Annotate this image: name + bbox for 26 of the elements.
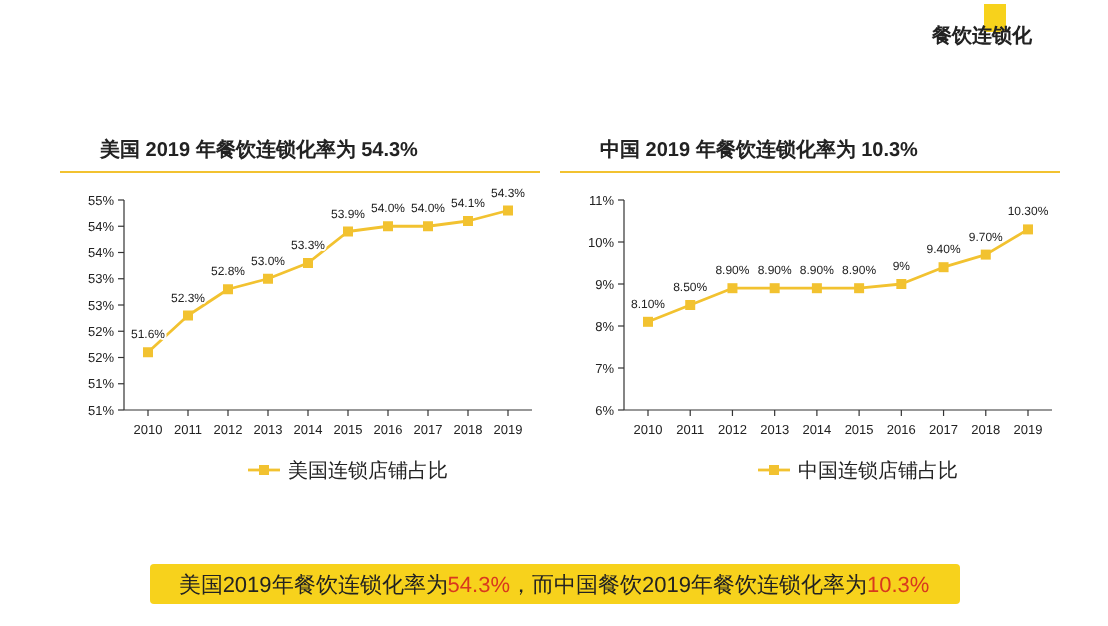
point bbox=[643, 316, 653, 327]
text: 餐饮连锁化 bbox=[930, 24, 1034, 48]
point bbox=[263, 273, 273, 284]
point bbox=[685, 300, 696, 310]
point bbox=[896, 279, 907, 289]
point bbox=[980, 249, 991, 260]
point bbox=[463, 216, 473, 226]
point bbox=[503, 205, 513, 216]
point bbox=[143, 347, 153, 358]
point bbox=[727, 283, 738, 294]
point bbox=[854, 283, 865, 294]
point bbox=[343, 226, 353, 237]
point bbox=[938, 262, 949, 273]
point bbox=[769, 283, 780, 294]
point bbox=[183, 310, 193, 321]
text: 美国2019年餐饮连锁化率为54.3%，而中国餐饮2019年餐饮连锁化率为10.3% bbox=[178, 571, 930, 598]
legend-label: 美国连锁店铺占比 bbox=[288, 459, 448, 483]
point bbox=[303, 258, 313, 268]
point bbox=[423, 221, 433, 232]
legend-label: 中国连锁店铺占比 bbox=[798, 459, 958, 483]
point bbox=[811, 283, 822, 294]
point bbox=[1023, 224, 1033, 235]
chart-title: 美国 2019 年餐饮连锁化率为 54.3% bbox=[98, 138, 419, 162]
point bbox=[383, 221, 393, 232]
point bbox=[223, 284, 233, 295]
chart-title: 中国 2019 年餐饮连锁化率为 10.3% bbox=[600, 138, 919, 162]
